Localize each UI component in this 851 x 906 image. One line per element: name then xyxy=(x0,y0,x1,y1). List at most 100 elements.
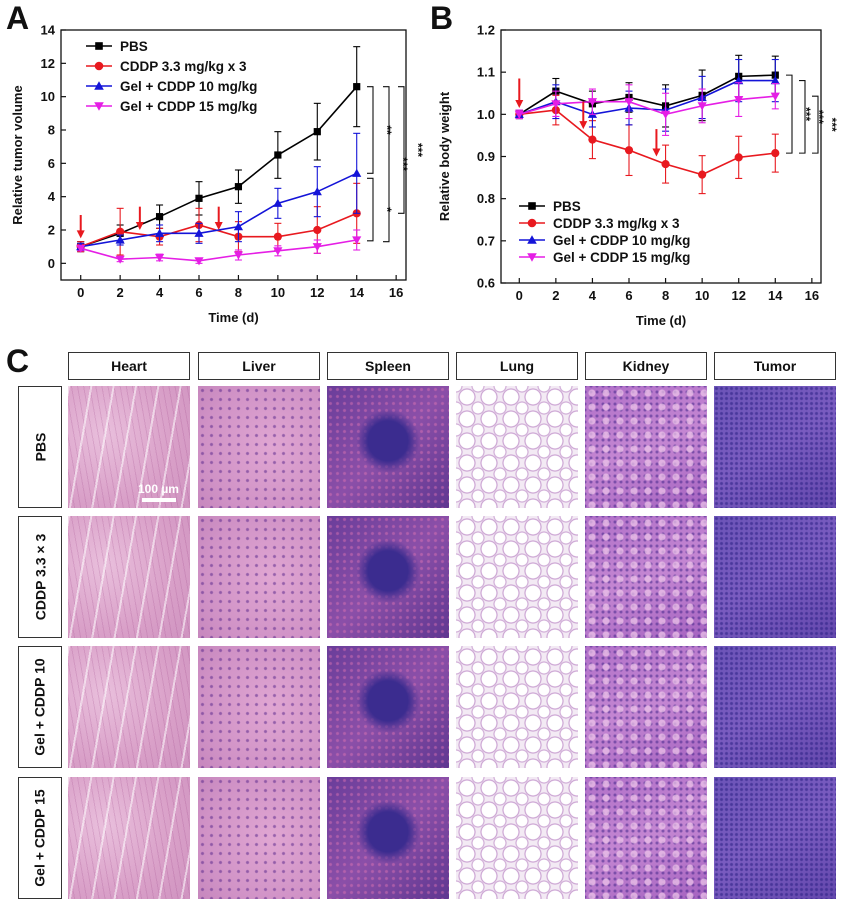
chart-a-significance-line xyxy=(398,86,405,214)
chart-b-legend-marker xyxy=(528,202,536,210)
column-header-spleen: Spleen xyxy=(327,352,449,380)
chart-b-xtick-label: 6 xyxy=(625,288,632,303)
chart-a-plot-frame xyxy=(60,29,407,281)
chart-a-xtick-label: 10 xyxy=(271,285,285,300)
histology-image-tumor xyxy=(714,516,836,638)
row-header-gel-cddp-15: Gel + CDDP 15 xyxy=(18,777,62,899)
chart-a-series-gel-cddp-10-mg-kg-point xyxy=(273,198,283,207)
chart-b-series-cddp-3-3-mg-kg-x-3-point xyxy=(588,135,597,144)
chart-b-series-gel-cddp-15-mg-kg-point xyxy=(624,98,634,107)
chart-a-series-gel-cddp-15-mg-kg-point xyxy=(76,244,86,253)
chart-a-series-cddp-3-3-mg-kg-x-3-point xyxy=(313,225,322,235)
chart-b-xtick-label: 12 xyxy=(731,288,745,303)
chart-a-series-gel-cddp-10-mg-kg-point xyxy=(233,222,244,231)
chart-b-significance-bracket: *** xyxy=(786,74,813,154)
row-header-pbs: PBS xyxy=(18,386,62,508)
chart-b-significance-label: *** xyxy=(799,107,813,121)
row-header-label: Gel + CDDP 15 xyxy=(32,789,48,887)
chart-a-injection-arrow xyxy=(76,215,85,239)
histology-image-lung xyxy=(456,646,578,768)
chart-b-series-gel-cddp-15-mg-kg-point xyxy=(770,92,780,101)
chart-tumor-volume: 0 2 4 6 8 10 12 14 16 0 2 4 6 8 10 12 14 Time (d) Relative… xyxy=(10,23,425,326)
chart-b-series-cddp-3-3-mg-kg-x-3-point xyxy=(771,149,780,158)
panel-letter-a: A xyxy=(6,0,30,36)
chart-a-significance-line xyxy=(367,86,374,174)
chart-a-series-gel-cddp-15-mg-kg-line xyxy=(80,239,357,262)
chart-b-xtick-label: 10 xyxy=(695,288,709,303)
histology-image-lung xyxy=(456,777,578,899)
chart-a-series-gel-cddp-10-mg-kg-point xyxy=(194,228,204,237)
chart-b-series-cddp-3-3-mg-kg-x-3-point xyxy=(661,159,670,169)
chart-a-series-pbs-line xyxy=(80,86,358,248)
chart-a-series-pbs-point xyxy=(313,128,321,136)
chart-b-ytick-label: 0.8 xyxy=(477,191,495,206)
chart-b-significance-line xyxy=(812,95,819,154)
chart-a-xtick-label: 4 xyxy=(156,285,164,300)
panel-letter-c: C xyxy=(6,343,30,379)
chart-b-significance-bracket: *** xyxy=(799,80,826,154)
chart-b-x-axis-title: Time (d) xyxy=(636,313,686,328)
chart-a-xtick-label: 16 xyxy=(389,285,403,300)
chart-b-ytick-label: 0.7 xyxy=(477,233,495,248)
chart-a-significance-label: * xyxy=(380,207,394,212)
chart-body-weight: 0 2 4 6 8 10 12 14 16 0.6 0.7 0.8 0.9 1.0 1.1 1.2 Time (… xyxy=(437,23,839,329)
chart-a-series-gel-cddp-15-mg-kg-point xyxy=(273,247,283,256)
chart-b-significance-line xyxy=(786,74,793,154)
chart-a-significance-bracket: * xyxy=(367,177,394,242)
chart-a-ytick-label: 8 xyxy=(48,123,55,138)
histology-image-kidney xyxy=(585,646,707,768)
histology-image-spleen xyxy=(327,646,449,768)
chart-a-series-gel-cddp-10-mg-kg xyxy=(76,132,362,251)
column-header-liver: Liver xyxy=(198,352,320,380)
chart-b-legend: PBS CDDP 3.3 mg/kg x 3 Gel + CDDP 10 mg/kg… xyxy=(519,199,690,265)
row-header-label: Gel + CDDP 10 xyxy=(32,658,48,756)
chart-b-series-gel-cddp-15-mg-kg-point xyxy=(697,102,707,111)
chart-a-significance-label: *** xyxy=(396,157,410,171)
chart-b-injection-arrow-head xyxy=(579,121,588,130)
chart-b-significance-line xyxy=(799,80,806,154)
chart-a-xtick-label: 0 xyxy=(77,285,84,300)
chart-b-significance-bracket: *** xyxy=(812,95,839,154)
chart-a-series-pbs-point xyxy=(195,194,203,202)
chart-b-series-gel-cddp-15-mg-kg-point xyxy=(660,110,671,119)
chart-b-xtick-label: 2 xyxy=(552,288,559,303)
chart-a-series-cddp-3-3-mg-kg-x-3-line xyxy=(80,212,358,248)
column-header-kidney: Kidney xyxy=(585,352,707,380)
chart-a-series-gel-cddp-10-mg-kg-point xyxy=(154,228,165,237)
chart-b-series-cddp-3-3-mg-kg-x-3-point xyxy=(698,170,707,179)
chart-a-y-axis-title: Relative tumor volume xyxy=(10,85,25,224)
chart-a-legend-label: Gel + CDDP 10 mg/kg xyxy=(120,79,257,94)
chart-a-ytick-label: 6 xyxy=(48,156,55,171)
chart-a-legend: PBS CDDP 3.3 mg/kg x 3 Gel + CDDP 10 mg/kg… xyxy=(86,39,257,114)
chart-a-injection-arrow xyxy=(214,206,223,230)
chart-a-significance-label: ** xyxy=(380,125,394,135)
chart-b-series-gel-cddp-15-mg-kg-line xyxy=(519,95,776,116)
chart-b-series-gel-cddp-10-mg-kg-point xyxy=(770,76,780,85)
chart-a-series-gel-cddp-10-mg-kg-point xyxy=(352,168,362,177)
histology-image-spleen xyxy=(327,516,449,638)
chart-b-legend-marker xyxy=(527,235,537,244)
chart-b-ytick-label: 1.0 xyxy=(477,107,495,122)
chart-a-injection-arrow-head xyxy=(135,222,144,230)
scale-bar xyxy=(142,498,176,502)
column-header-lung: Lung xyxy=(456,352,578,380)
chart-a-ytick-label: 0 xyxy=(48,256,55,271)
chart-a-ytick-label: 2 xyxy=(48,223,55,238)
chart-b-significance-label: *** xyxy=(812,110,826,124)
chart-b-xtick-label: 16 xyxy=(805,288,819,303)
chart-a-significance-bracket: *** xyxy=(398,86,425,214)
chart-a-legend-marker xyxy=(94,81,104,90)
column-header-tumor: Tumor xyxy=(714,352,836,380)
histology-image-lung xyxy=(456,516,578,638)
chart-b-ytick-label: 0.9 xyxy=(477,149,495,164)
chart-a-series-pbs-point xyxy=(155,213,164,221)
chart-b-injection-arrow-head xyxy=(652,148,661,157)
histology-image-liver xyxy=(198,646,320,768)
chart-b-series-cddp-3-3-mg-kg-x-3-line xyxy=(519,109,776,176)
histology-image-tumor xyxy=(714,777,836,899)
chart-b-ytick-label: 1.2 xyxy=(477,23,495,38)
chart-a-x-axis-title: Time (d) xyxy=(208,310,258,325)
chart-a-ytick-label: 14 xyxy=(41,23,56,38)
row-header-label: CDDP 3.3 × 3 xyxy=(32,533,49,621)
